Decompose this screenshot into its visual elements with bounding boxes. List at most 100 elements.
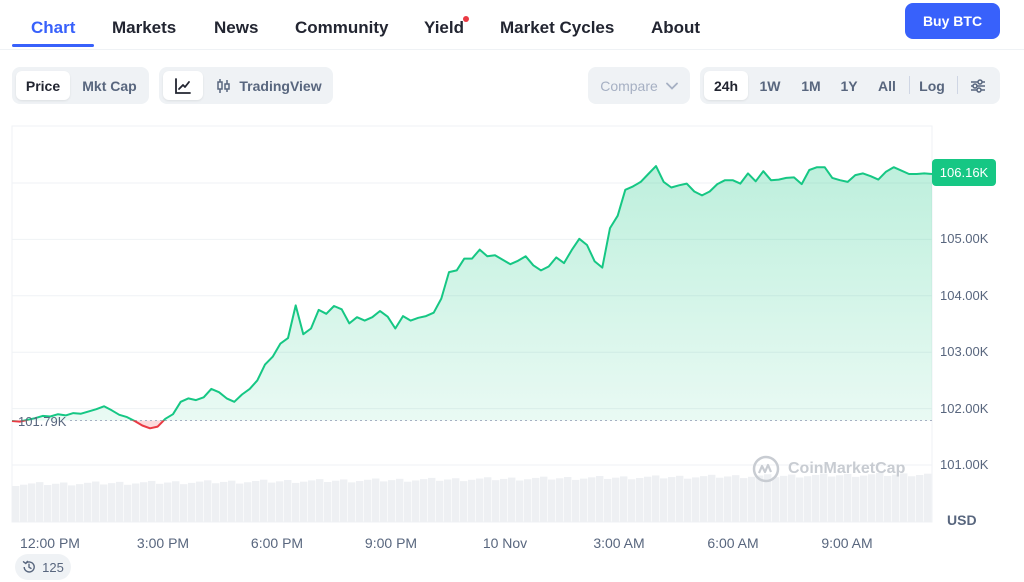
volume-bar [572, 479, 580, 522]
volume-bar [828, 476, 836, 522]
chart-settings-button[interactable] [962, 71, 994, 100]
volume-bar [804, 476, 812, 522]
volume-bar [308, 480, 316, 522]
volume-bar [28, 483, 36, 522]
volume-bar [724, 476, 732, 522]
volume-bar [540, 476, 548, 522]
line-chart-button[interactable] [163, 71, 203, 100]
volume-bar [644, 476, 652, 522]
chevron-down-icon [665, 82, 678, 90]
x-tick-label: 6:00 PM [250, 535, 304, 551]
tab-about[interactable]: About [651, 18, 701, 37]
active-tab-indicator [12, 44, 94, 47]
x-tick-label: 6:00 AM [707, 535, 759, 551]
top-navigation: Chart Markets News Community Yield Marke… [0, 0, 1024, 50]
baseline-price-label: 101.79K [18, 414, 67, 429]
volume-bar [908, 476, 916, 522]
volume-bar [348, 482, 356, 522]
volume-bar [796, 477, 804, 522]
volume-bar [892, 474, 900, 522]
volume-bar [532, 477, 540, 522]
log-scale-button[interactable]: Log [919, 77, 945, 94]
market-cap-tab[interactable]: Mkt Cap [82, 77, 137, 94]
volume-bar [156, 483, 164, 522]
tab-market-cycles[interactable]: Market Cycles [500, 18, 615, 37]
tab-yield[interactable]: Yield [424, 18, 464, 37]
tab-news[interactable]: News [214, 18, 259, 37]
volume-bar [652, 475, 660, 522]
volume-bar [868, 474, 876, 522]
volume-bar [276, 481, 284, 522]
volume-bar [140, 482, 148, 522]
tab-markets[interactable]: Markets [112, 18, 177, 37]
price-line-up [12, 165, 933, 421]
volume-bar [196, 481, 204, 522]
volume-bar [756, 475, 764, 522]
range-all[interactable]: All [878, 77, 896, 94]
volume-bar [364, 479, 372, 522]
volume-bar [548, 479, 556, 522]
x-tick-label: 12:00 PM [20, 535, 80, 551]
volume-bar [372, 478, 380, 522]
volume-bar [132, 483, 140, 522]
range-1m[interactable]: 1M [801, 77, 821, 94]
y-tick-label: 105.00K [940, 231, 989, 246]
volume-bar [60, 482, 68, 522]
volume-bar [692, 477, 700, 522]
y-axis-unit: USD [947, 512, 977, 528]
volume-bar [12, 486, 20, 522]
volume-bar [188, 482, 196, 522]
volume-bar [412, 480, 420, 522]
volume-bar [764, 474, 772, 522]
volume-bar [588, 477, 596, 522]
buy-btc-button[interactable]: Buy BTC [905, 3, 1000, 39]
volume-bar [732, 475, 740, 522]
volume-bar [476, 478, 484, 522]
y-tick-label: 104.00K [940, 288, 989, 303]
yield-notification-dot [463, 16, 469, 22]
range-1y[interactable]: 1Y [840, 77, 858, 94]
volume-bar [92, 481, 100, 522]
volume-bar [708, 474, 716, 522]
volume-bar [780, 475, 788, 522]
range-1w[interactable]: 1W [759, 77, 781, 94]
volume-bar [332, 480, 340, 522]
volume-bar [844, 473, 852, 522]
volume-bar [212, 483, 220, 522]
volume-bar [564, 477, 572, 522]
volume-bar [748, 476, 756, 522]
toolbar-divider [909, 76, 910, 94]
volume-bar [116, 481, 124, 522]
volume-bar [612, 477, 620, 522]
price-tab[interactable]: Price [16, 71, 70, 100]
x-tick-label: 3:00 AM [593, 535, 645, 551]
range-24h[interactable]: 24h [704, 71, 748, 100]
tradingview-button[interactable]: TradingView [209, 71, 329, 100]
volume-bar [668, 477, 676, 522]
volume-bar [444, 479, 452, 522]
volume-bar [676, 475, 684, 522]
metric-toggle: Price Mkt Cap [12, 67, 149, 104]
history-button[interactable]: 125 [15, 554, 71, 580]
volume-bar [316, 479, 324, 522]
tab-community[interactable]: Community [295, 18, 389, 37]
line-chart-icon [175, 77, 191, 94]
volume-bar [660, 478, 668, 522]
volume-bar [164, 482, 172, 522]
price-chart[interactable] [0, 120, 940, 530]
watermark-text: CoinMarketCap [788, 460, 906, 477]
volume-bar [924, 473, 932, 522]
volume-bar [836, 475, 844, 522]
volume-bar [100, 484, 108, 522]
volume-bar [428, 477, 436, 522]
volume-bar [396, 478, 404, 522]
volume-bar [20, 484, 28, 522]
volume-bar [772, 477, 780, 522]
volume-bar [916, 474, 924, 522]
compare-dropdown[interactable]: Compare [588, 67, 690, 104]
volume-bar [852, 476, 860, 522]
y-tick-label: 103.00K [940, 344, 989, 359]
volume-bar [220, 481, 228, 522]
volume-bar [44, 485, 52, 522]
tab-chart[interactable]: Chart [31, 18, 76, 37]
